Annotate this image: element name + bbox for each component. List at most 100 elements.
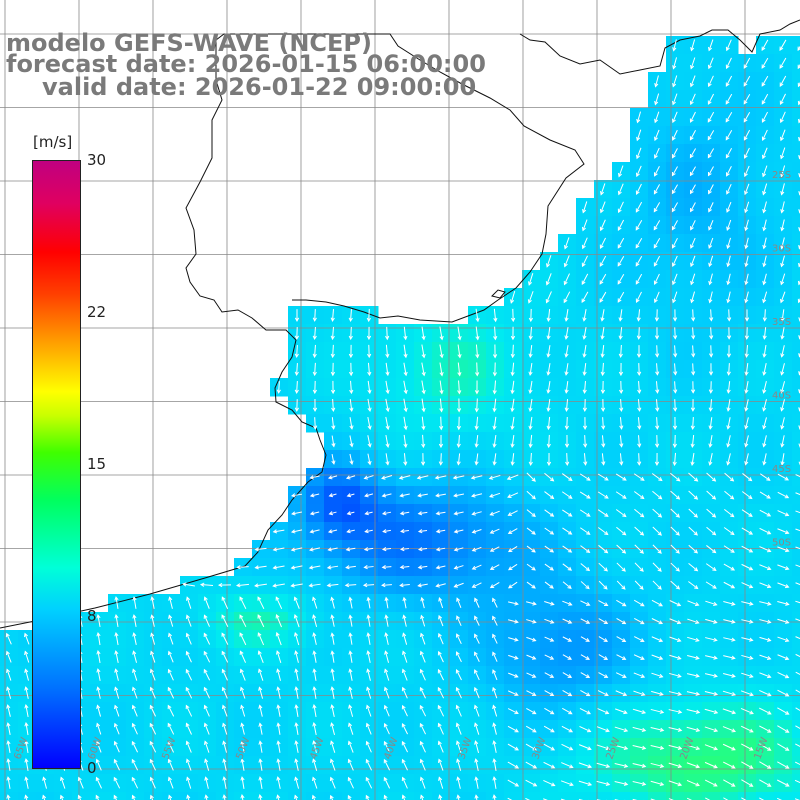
- wind-arrow: [636, 345, 642, 358]
- wind-arrow: [308, 583, 321, 588]
- wind-arrow: [474, 435, 479, 448]
- wind-arrow: [385, 434, 390, 448]
- wind-arrow: [401, 758, 408, 771]
- wind-arrow: [294, 399, 299, 412]
- wind-arrow: [634, 617, 645, 625]
- wind-arrow: [526, 563, 536, 571]
- wind-arrow: [686, 726, 701, 733]
- wind-arrow: [185, 704, 193, 717]
- wind-arrow: [327, 529, 338, 534]
- wind-arrow: [780, 219, 785, 232]
- wind-arrow: [777, 491, 790, 499]
- wind-arrow: [762, 219, 767, 232]
- wind-arrow: [312, 740, 317, 753]
- wind-arrow: [654, 111, 660, 124]
- wind-arrow: [272, 529, 285, 534]
- wind-arrow: [312, 326, 317, 341]
- wind-arrow: [272, 583, 285, 588]
- wind-arrow: [618, 327, 623, 340]
- wind-arrow: [744, 219, 749, 232]
- wind-arrow: [328, 511, 337, 516]
- wind-arrow: [383, 686, 390, 699]
- wind-arrow: [564, 381, 569, 394]
- wind-arrow: [596, 744, 611, 751]
- wind-arrow: [708, 39, 714, 52]
- wind-cell: [252, 792, 271, 800]
- wind-arrow: [673, 363, 678, 376]
- wind-arrow: [508, 637, 519, 642]
- coastline-east-path: [519, 19, 800, 75]
- wind-arrow: [385, 362, 390, 377]
- wind-arrow: [708, 237, 714, 249]
- wind-arrow: [168, 794, 173, 800]
- wind-arrow: [562, 600, 573, 606]
- wind-cell: [702, 792, 721, 800]
- wind-arrow: [401, 668, 408, 681]
- wind-arrow: [313, 417, 318, 430]
- wind-arrow: [403, 344, 408, 359]
- wind-arrow: [726, 273, 731, 286]
- wind-arrow: [634, 508, 645, 518]
- wind-arrow: [616, 562, 626, 572]
- wind-arrow: [276, 776, 281, 789]
- wind-arrow: [689, 75, 696, 88]
- wind-arrow: [725, 39, 732, 52]
- wind-arrow: [544, 472, 555, 482]
- wind-arrow: [581, 219, 588, 232]
- wind-arrow: [452, 475, 465, 480]
- wind-arrow: [203, 704, 210, 717]
- wind-arrow: [708, 435, 713, 448]
- model-title: modelo GEFS-WAVE (NCEP): [6, 29, 372, 57]
- wind-arrow: [222, 722, 228, 735]
- wind-arrow: [561, 473, 573, 482]
- wind-arrow: [598, 636, 609, 642]
- wind-arrow: [690, 417, 695, 430]
- wind-arrow: [616, 636, 627, 642]
- wind-arrow: [654, 309, 660, 322]
- wind-arrow: [349, 453, 354, 465]
- wind-arrow: [474, 615, 480, 626]
- wind-arrow: [762, 273, 767, 286]
- wind-arrow: [780, 327, 785, 340]
- wind-arrow: [525, 761, 538, 769]
- wind-arrow: [578, 780, 593, 787]
- wind-arrow: [401, 740, 409, 753]
- wind-arrow: [311, 794, 316, 800]
- wind-arrow: [150, 650, 156, 663]
- wind-arrow: [290, 529, 303, 534]
- wind-arrow: [330, 309, 335, 322]
- wind-arrow: [312, 632, 317, 645]
- wind-arrow: [669, 654, 682, 660]
- wind-arrow: [526, 690, 537, 696]
- wind-arrow: [596, 762, 611, 769]
- wind-arrow: [671, 237, 678, 249]
- wind-arrow: [705, 797, 711, 800]
- wind-arrow: [239, 614, 247, 628]
- wind-arrow: [435, 493, 446, 498]
- wind-arrow: [544, 509, 555, 517]
- wind-arrow: [635, 219, 643, 231]
- wind-arrow: [744, 345, 749, 358]
- wind-arrow: [474, 453, 479, 466]
- wind-arrow: [652, 526, 662, 536]
- wind-arrow: [779, 111, 786, 124]
- wind-cell: [540, 792, 559, 800]
- wind-arrow: [471, 493, 483, 498]
- wind-arrow: [726, 417, 731, 430]
- wind-cell: [432, 792, 451, 800]
- wind-cell: [180, 792, 199, 800]
- wind-arrow: [507, 797, 513, 800]
- wind-arrow: [240, 740, 245, 753]
- wind-arrow: [633, 473, 645, 481]
- wind-arrow: [704, 690, 719, 696]
- wind-arrow: [507, 690, 519, 696]
- wind-arrow: [777, 725, 790, 733]
- wind-arrow: [707, 75, 714, 88]
- wind-arrow: [795, 689, 800, 694]
- wind-arrow: [258, 776, 263, 789]
- wind-arrow: [672, 417, 678, 430]
- wind-arrow: [669, 636, 682, 643]
- wind-arrow: [741, 637, 754, 642]
- wind-arrow: [457, 344, 462, 359]
